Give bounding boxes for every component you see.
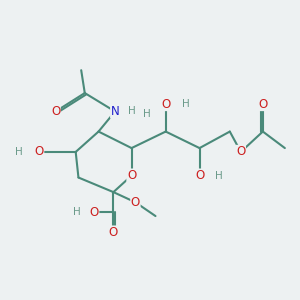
Text: O: O — [89, 206, 99, 219]
Text: H: H — [182, 99, 190, 109]
Text: O: O — [258, 98, 268, 110]
Text: H: H — [128, 106, 135, 116]
Text: H: H — [215, 171, 223, 181]
Text: H: H — [143, 109, 151, 119]
Text: N: N — [111, 105, 119, 118]
Text: O: O — [109, 226, 118, 239]
Text: H: H — [73, 208, 80, 218]
Text: O: O — [161, 98, 170, 110]
Text: O: O — [51, 105, 60, 118]
Text: O: O — [34, 146, 44, 158]
Text: H: H — [15, 147, 22, 157]
Text: O: O — [127, 169, 136, 182]
Text: O: O — [131, 196, 140, 209]
Text: O: O — [195, 169, 204, 182]
Text: O: O — [236, 146, 245, 158]
